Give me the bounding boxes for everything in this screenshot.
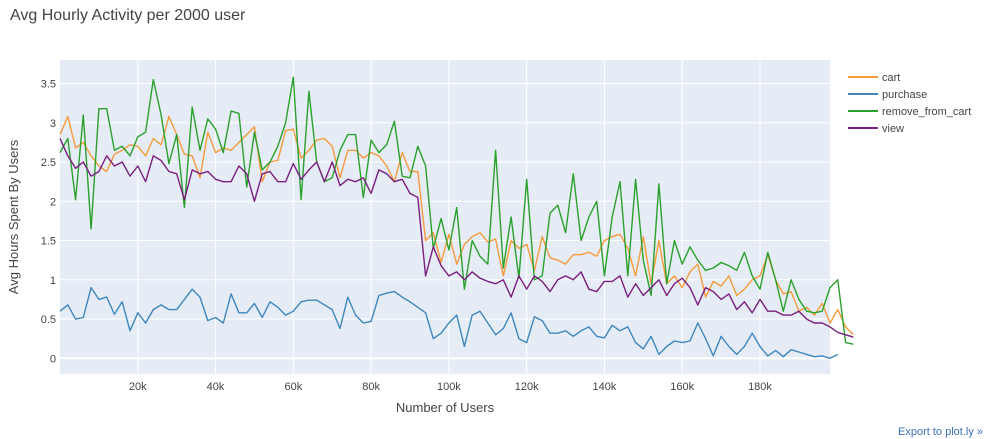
legend-label-purchase[interactable]: purchase xyxy=(882,89,927,101)
x-tick-label: 100k xyxy=(437,381,461,393)
chart-title: Avg Hourly Activity per 2000 user xyxy=(10,7,246,24)
y-tick-label: 2 xyxy=(50,196,56,208)
legend-label-remove_from_cart[interactable]: remove_from_cart xyxy=(882,106,971,118)
plot-background xyxy=(60,60,830,374)
y-tick-label: 0.5 xyxy=(41,314,56,326)
series-line-remove_from_cart xyxy=(59,76,854,345)
legend-label-view[interactable]: view xyxy=(882,123,904,135)
y-axis-label: Avg Hours Spent By Users xyxy=(6,139,21,294)
series-line-purchase xyxy=(59,286,839,359)
y-tick-label: 2.5 xyxy=(41,157,56,169)
x-tick-label: 40k xyxy=(207,381,225,393)
y-tick-label: 3 xyxy=(50,118,56,130)
x-axis-label: Number of Users xyxy=(396,400,495,415)
y-tick-label: 3.5 xyxy=(41,79,56,91)
series-line-view xyxy=(59,138,854,338)
x-tick-label: 160k xyxy=(670,381,694,393)
y-tick-label: 0 xyxy=(50,353,56,365)
x-tick-label: 180k xyxy=(748,381,772,393)
export-link[interactable]: Export to plot.ly » xyxy=(898,426,983,438)
x-tick-label: 140k xyxy=(593,381,617,393)
x-tick-label: 20k xyxy=(129,381,147,393)
legend-label-cart[interactable]: cart xyxy=(882,72,900,84)
series-line-cart xyxy=(59,115,854,336)
x-tick-label: 80k xyxy=(362,381,380,393)
y-tick-label: 1.5 xyxy=(41,236,56,248)
x-tick-label: 120k xyxy=(515,381,539,393)
y-tick-label: 1 xyxy=(50,275,56,287)
x-tick-label: 60k xyxy=(284,381,302,393)
